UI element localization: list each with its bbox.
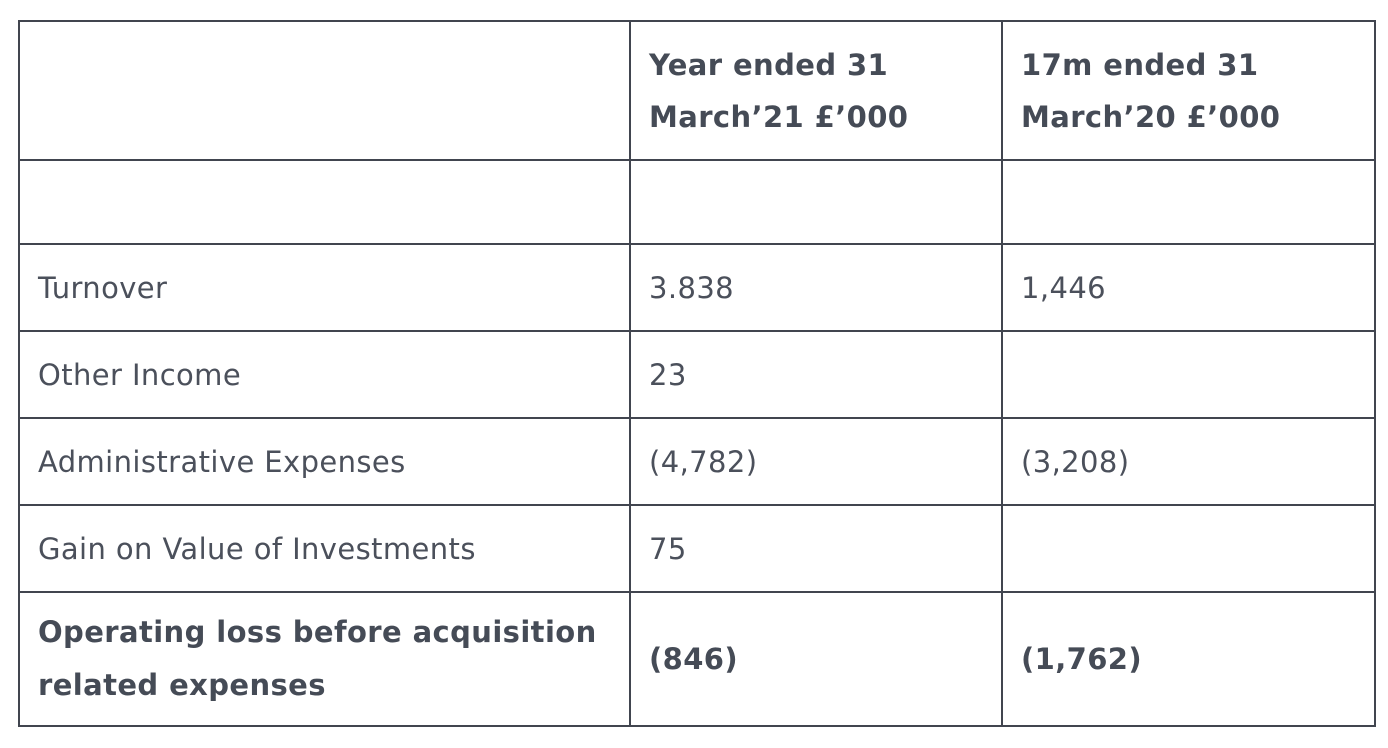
header-line: March’21 £’000 [649, 99, 909, 134]
value-17m20: (1,762) [1001, 591, 1376, 727]
spacer-cell [1001, 159, 1376, 245]
spacer-row [18, 159, 1376, 245]
value-17m20: 1,446 [1001, 243, 1376, 332]
row-label: Administrative Expenses [18, 417, 631, 506]
table-row-administrative-expenses: Administrative Expenses (4,782) (3,208) [18, 417, 1376, 506]
header-cell-empty [18, 20, 631, 161]
header-cell-year-ended-mar21: Year ended 31 March’21 £’000 [629, 20, 1003, 161]
table-row-operating-loss: Operating loss before acquisition relate… [18, 591, 1376, 727]
spacer-cell [629, 159, 1003, 245]
table-row-other-income: Other Income 23 [18, 330, 1376, 419]
row-label: Other Income [18, 330, 631, 419]
table-row-turnover: Turnover 3.838 1,446 [18, 243, 1376, 332]
row-label: Turnover [18, 243, 631, 332]
row-label-line: related expenses [38, 668, 326, 702]
financial-table: Year ended 31 March’21 £’000 17m ended 3… [18, 20, 1376, 727]
header-row: Year ended 31 March’21 £’000 17m ended 3… [18, 20, 1376, 161]
row-label: Operating loss before acquisition relate… [18, 591, 631, 727]
value-17m20 [1001, 330, 1376, 419]
value-year21: 75 [629, 504, 1003, 593]
value-17m20 [1001, 504, 1376, 593]
value-17m20: (3,208) [1001, 417, 1376, 506]
header-line: March’20 £’000 [1021, 99, 1281, 134]
header-line: Year ended 31 [649, 47, 889, 82]
value-year21: 3.838 [629, 243, 1003, 332]
value-year21: 23 [629, 330, 1003, 419]
row-label: Gain on Value of Investments [18, 504, 631, 593]
value-year21: (4,782) [629, 417, 1003, 506]
value-year21: (846) [629, 591, 1003, 727]
header-line: 17m ended 31 [1021, 47, 1259, 82]
table-row-gain-on-investments: Gain on Value of Investments 75 [18, 504, 1376, 593]
header-cell-17m-ended-mar20: 17m ended 31 March’20 £’000 [1001, 20, 1376, 161]
spacer-cell [18, 159, 631, 245]
row-label-line: Operating loss before acquisition [38, 615, 597, 649]
